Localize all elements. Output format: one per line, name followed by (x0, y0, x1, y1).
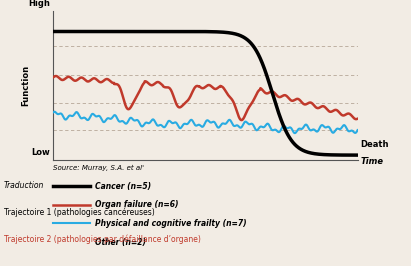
Text: Source: Murray, S.A. et al': Source: Murray, S.A. et al' (53, 165, 144, 171)
Text: Function: Function (21, 65, 30, 106)
Text: Organ failure (n=6): Organ failure (n=6) (95, 200, 178, 209)
Text: High: High (28, 0, 51, 8)
Text: Other (n=2): Other (n=2) (95, 238, 145, 247)
Text: Trajectoire 1 (pathologies cancéreuses): Trajectoire 1 (pathologies cancéreuses) (4, 207, 155, 217)
Text: Death: Death (360, 140, 389, 149)
Text: Time: Time (360, 157, 383, 166)
Text: Trajectoire 2 (pathologies par défaillance d’organe): Trajectoire 2 (pathologies par défaillan… (4, 234, 201, 244)
Text: Low: Low (32, 148, 51, 157)
Text: Cancer (n=5): Cancer (n=5) (95, 182, 151, 191)
Text: Physical and cognitive frailty (n=7): Physical and cognitive frailty (n=7) (95, 219, 246, 228)
Text: Traduction: Traduction (4, 181, 44, 190)
